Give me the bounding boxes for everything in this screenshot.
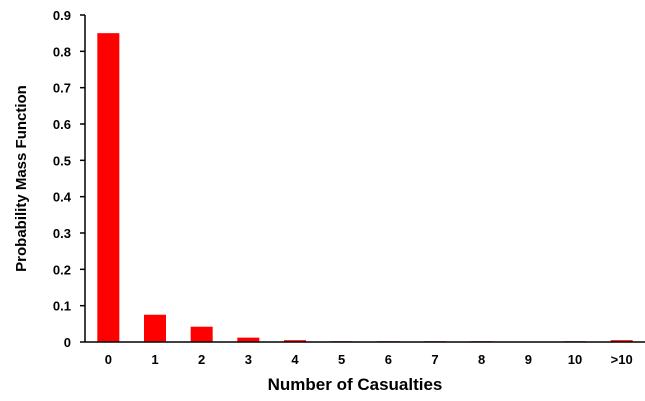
- bar-1: [144, 314, 166, 342]
- x-tick-label: 6: [385, 352, 392, 367]
- y-tick-label: 0.4: [53, 190, 72, 205]
- x-tick-label: 2: [198, 352, 205, 367]
- x-tick-label: 0: [105, 352, 112, 367]
- bar-series: [97, 33, 633, 343]
- bar-4: [284, 340, 306, 342]
- bar-0: [97, 33, 120, 343]
- y-tick-label: 0.1: [53, 299, 71, 314]
- y-tick-label: 0.9: [53, 8, 71, 23]
- x-tick-label: 1: [151, 352, 158, 367]
- x-axis-ticks: 0 1 2 3 4 5 6 7 8 9 10 >10: [105, 352, 633, 367]
- x-tick-label: 3: [245, 352, 252, 367]
- x-tick-label: 7: [431, 352, 438, 367]
- x-tick-label: >10: [611, 352, 633, 367]
- bar-2: [190, 326, 213, 342]
- x-tick-label: 4: [291, 352, 299, 367]
- bar-3: [237, 337, 260, 342]
- y-tick-label: 0.2: [53, 262, 71, 277]
- x-tick-label: 9: [525, 352, 532, 367]
- y-axis-ticks: 0 0.1 0.2 0.3 0.4 0.5 0.6 0.7 0.8 0.9: [53, 8, 85, 350]
- x-axis-title: Number of Casualties: [268, 375, 443, 394]
- bar->10: [610, 340, 633, 342]
- y-tick-label: 0.5: [53, 153, 71, 168]
- y-tick-label: 0.8: [53, 44, 71, 59]
- y-tick-label: 0.7: [53, 81, 71, 96]
- x-tick-label: 8: [478, 352, 485, 367]
- y-tick-label: 0.6: [53, 117, 71, 132]
- y-tick-label: 0.3: [53, 226, 71, 241]
- y-axis-title: Probability Mass Function: [13, 85, 30, 272]
- x-tick-label: 5: [338, 352, 345, 367]
- y-tick-label: 0: [64, 335, 71, 350]
- x-tick-label: 10: [568, 352, 582, 367]
